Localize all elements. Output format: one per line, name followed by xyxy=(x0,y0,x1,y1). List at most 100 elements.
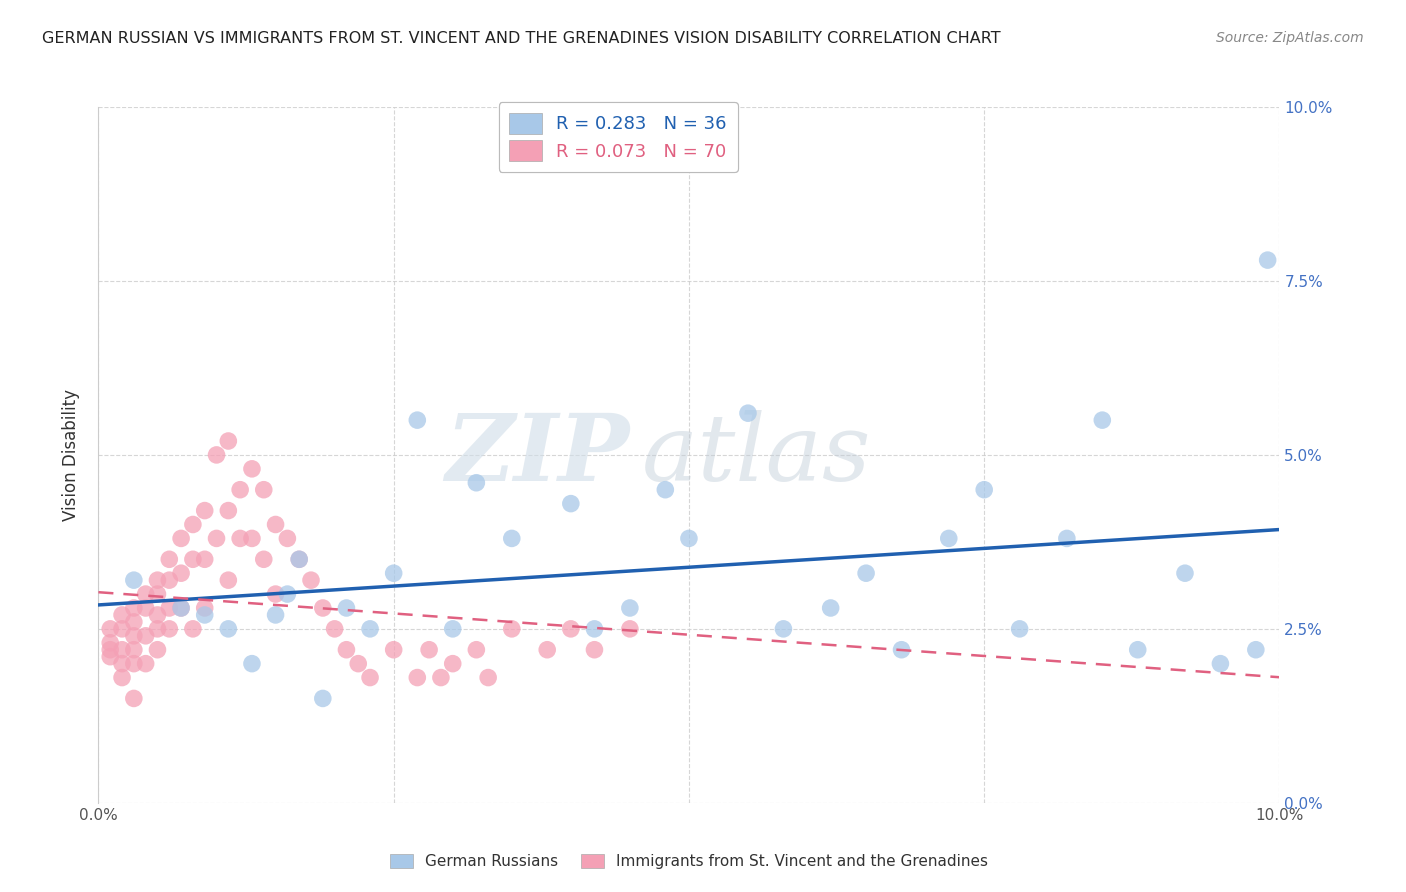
Point xyxy=(560,622,582,636)
Point xyxy=(181,622,204,636)
Point xyxy=(253,552,276,566)
Point xyxy=(406,413,429,427)
Point xyxy=(299,573,322,587)
Point xyxy=(1209,657,1232,671)
Point xyxy=(1257,253,1279,268)
Point xyxy=(359,671,381,685)
Point xyxy=(335,601,357,615)
Point xyxy=(1056,532,1078,546)
Point xyxy=(122,657,145,671)
Point xyxy=(135,587,157,601)
Point xyxy=(146,573,169,587)
Point xyxy=(122,615,145,629)
Point xyxy=(465,642,488,657)
Point xyxy=(406,671,429,685)
Point xyxy=(359,622,381,636)
Point xyxy=(240,657,263,671)
Point xyxy=(465,475,488,490)
Text: GERMAN RUSSIAN VS IMMIGRANTS FROM ST. VINCENT AND THE GRENADINES VISION DISABILI: GERMAN RUSSIAN VS IMMIGRANTS FROM ST. VI… xyxy=(42,31,1001,46)
Point xyxy=(619,601,641,615)
Point xyxy=(229,532,252,546)
Point xyxy=(217,622,239,636)
Point xyxy=(772,622,794,636)
Point xyxy=(347,657,370,671)
Point xyxy=(619,622,641,636)
Point xyxy=(157,573,180,587)
Point xyxy=(312,691,335,706)
Point xyxy=(382,566,405,581)
Point xyxy=(122,642,145,657)
Point xyxy=(157,601,180,615)
Point xyxy=(382,642,405,657)
Point xyxy=(217,573,239,587)
Point xyxy=(122,601,145,615)
Point xyxy=(111,622,134,636)
Point xyxy=(583,642,606,657)
Point xyxy=(135,657,157,671)
Point xyxy=(276,532,298,546)
Point xyxy=(1174,566,1197,581)
Point xyxy=(111,607,134,622)
Point xyxy=(217,434,239,448)
Point xyxy=(98,642,121,657)
Point xyxy=(276,587,298,601)
Point xyxy=(170,601,193,615)
Point xyxy=(855,566,877,581)
Point xyxy=(288,552,311,566)
Point xyxy=(1126,642,1149,657)
Point xyxy=(157,622,180,636)
Point xyxy=(1008,622,1031,636)
Point xyxy=(536,642,558,657)
Point xyxy=(146,622,169,636)
Point xyxy=(264,607,287,622)
Point xyxy=(135,629,157,643)
Point xyxy=(111,671,134,685)
Point xyxy=(312,601,335,615)
Point xyxy=(122,691,145,706)
Point xyxy=(205,448,228,462)
Point xyxy=(441,622,464,636)
Point xyxy=(560,497,582,511)
Legend: German Russians, Immigrants from St. Vincent and the Grenadines: German Russians, Immigrants from St. Vin… xyxy=(384,848,994,875)
Point xyxy=(288,552,311,566)
Point xyxy=(98,622,121,636)
Point xyxy=(654,483,676,497)
Point xyxy=(146,607,169,622)
Point xyxy=(583,622,606,636)
Point xyxy=(264,587,287,601)
Point xyxy=(501,622,523,636)
Point xyxy=(1091,413,1114,427)
Point xyxy=(418,642,440,657)
Point xyxy=(194,601,217,615)
Point xyxy=(194,503,217,517)
Point xyxy=(430,671,453,685)
Point xyxy=(122,629,145,643)
Point xyxy=(820,601,842,615)
Point xyxy=(122,573,145,587)
Point xyxy=(181,552,204,566)
Legend: R = 0.283   N = 36, R = 0.073   N = 70: R = 0.283 N = 36, R = 0.073 N = 70 xyxy=(499,103,738,172)
Point xyxy=(157,552,180,566)
Point xyxy=(170,566,193,581)
Point xyxy=(98,649,121,664)
Point xyxy=(170,601,193,615)
Point xyxy=(441,657,464,671)
Point xyxy=(217,503,239,517)
Point xyxy=(890,642,912,657)
Point xyxy=(240,532,263,546)
Point xyxy=(111,642,134,657)
Point xyxy=(264,517,287,532)
Point xyxy=(501,532,523,546)
Point xyxy=(205,532,228,546)
Point xyxy=(135,601,157,615)
Point xyxy=(146,587,169,601)
Point xyxy=(98,636,121,650)
Text: ZIP: ZIP xyxy=(446,410,630,500)
Point xyxy=(973,483,995,497)
Point xyxy=(678,532,700,546)
Text: Source: ZipAtlas.com: Source: ZipAtlas.com xyxy=(1216,31,1364,45)
Point xyxy=(170,532,193,546)
Point xyxy=(335,642,357,657)
Point xyxy=(737,406,759,420)
Point xyxy=(229,483,252,497)
